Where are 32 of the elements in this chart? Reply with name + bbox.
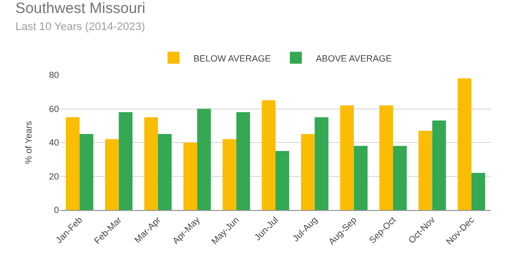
y-axis-title: % of Years: [23, 120, 34, 164]
bar: [300, 134, 315, 210]
bar: [66, 117, 80, 210]
bar: [222, 139, 236, 210]
bar: [236, 112, 250, 210]
bar: [418, 130, 432, 210]
chart-title: Southwest Missouri: [15, 0, 146, 17]
chart-subtitle: Last 10 Years (2014-2023): [15, 20, 145, 33]
bar: [314, 117, 328, 210]
legend-label: ABOVE AVERAGE: [316, 53, 392, 64]
bar: [197, 108, 211, 210]
bar: [379, 105, 394, 210]
y-tick-label: 60: [48, 104, 59, 114]
bar: [471, 172, 486, 210]
y-tick-label: 20: [48, 171, 59, 182]
bar: [276, 150, 290, 210]
bar: [354, 146, 368, 210]
y-tick-label: 0: [54, 205, 59, 216]
legend-label: BELOW AVERAGE: [194, 53, 271, 64]
bar: [340, 105, 354, 210]
bar: [118, 112, 132, 210]
bar: [144, 117, 158, 210]
bar: [183, 142, 198, 210]
bar: [432, 120, 446, 210]
bar: [393, 146, 407, 210]
y-tick-label: 40: [48, 138, 59, 148]
bar: [262, 100, 276, 210]
bar: [80, 134, 94, 210]
bar: [458, 78, 472, 210]
y-tick-label: 80: [48, 70, 59, 80]
bar: [105, 139, 119, 210]
bar: [158, 134, 172, 210]
